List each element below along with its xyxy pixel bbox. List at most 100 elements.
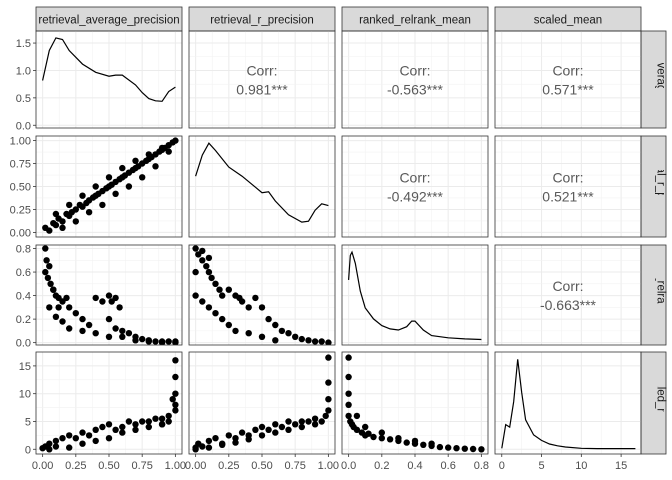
- scatter-point: [85, 432, 93, 439]
- scatter-point: [108, 298, 115, 305]
- y-tick-label: 5: [25, 416, 31, 428]
- scatter-point: [238, 429, 246, 436]
- scatter-point: [92, 437, 99, 445]
- scatter-point: [72, 218, 80, 225]
- right-strip-box: [640, 244, 667, 346]
- top-strip-label: scaled_mean: [534, 15, 602, 27]
- scatter-point: [79, 440, 86, 447]
- scatter-point: [92, 426, 99, 433]
- scatter-point: [298, 418, 305, 425]
- top-strip-2: ranked_relrank_mean: [341, 6, 489, 32]
- panel-r0-c2: Corr: -0.563***: [341, 30, 489, 129]
- x-tick-label: 0.25: [65, 460, 86, 472]
- panel-border: [188, 244, 336, 346]
- corr-label: Corr:: [552, 170, 583, 186]
- x-tick-label: 0.25: [218, 460, 239, 472]
- scatter-point: [112, 190, 119, 197]
- scatter-point: [258, 432, 266, 439]
- scatter-point: [46, 446, 53, 453]
- scatter-point: [395, 435, 402, 442]
- panel-border: [341, 135, 489, 238]
- scatter-point: [52, 313, 60, 320]
- scatter-point: [318, 338, 325, 345]
- y-tick-label: 0.75: [10, 159, 31, 171]
- scatter-point: [42, 245, 49, 252]
- panel-border: [494, 135, 642, 238]
- scatter-point: [125, 330, 133, 337]
- panel-r0-c3: Corr: 0.571***: [494, 30, 642, 129]
- scatter-point: [345, 412, 352, 420]
- scatter-point: [66, 432, 73, 439]
- scatter-point: [139, 335, 146, 343]
- x-tick-label: 0.50: [251, 460, 272, 472]
- top-strip-3: scaled_mean: [494, 6, 642, 32]
- scatter-point: [99, 201, 106, 209]
- panel-border: [188, 135, 336, 238]
- scatter-point: [265, 315, 272, 323]
- scatter-point: [219, 441, 226, 448]
- scatter-point: [119, 429, 126, 436]
- scatter-point: [232, 327, 239, 335]
- scatter-point: [212, 435, 219, 442]
- scatter-point: [469, 445, 477, 453]
- panel-border: [494, 30, 642, 129]
- scatter-point: [172, 407, 179, 414]
- scatter-point: [52, 437, 60, 445]
- top-strip-1: retrieval_r_precision: [188, 6, 336, 32]
- scatter-point: [165, 148, 172, 155]
- x-tick-label: 0.0: [341, 460, 356, 472]
- scatter-point: [252, 294, 259, 302]
- panel-r1-c0: 0.00 0.25 0.50 0.75 1.00: [10, 136, 183, 239]
- density-line: [501, 359, 636, 450]
- x-tick-label: 0.50: [98, 460, 119, 472]
- scatter-point: [305, 337, 312, 344]
- scatter-point: [158, 421, 166, 428]
- panel-border: [188, 30, 336, 129]
- x-tick-label: 0.00: [185, 460, 206, 472]
- scatter-point: [199, 298, 206, 305]
- scatter-point: [42, 268, 49, 276]
- scatter-point: [46, 227, 53, 234]
- panel-r3-c2: 0.0 0.2 0.4 0.6 0.8: [341, 351, 489, 472]
- right-strip-0: retrieval_average_precision: [640, 30, 667, 129]
- scatter-point: [66, 325, 73, 332]
- scatter-point: [205, 254, 213, 262]
- scatter-point: [345, 373, 352, 381]
- scatter-point: [345, 390, 352, 397]
- scatter-point: [44, 274, 52, 282]
- scatter-point: [212, 280, 219, 287]
- scatter-point: [292, 421, 299, 428]
- scatter-point: [105, 435, 113, 442]
- scatter-point: [265, 426, 272, 433]
- scatter-point: [252, 426, 259, 433]
- scatter-point: [345, 354, 352, 361]
- scatter-point: [445, 444, 452, 451]
- scatter-point: [116, 304, 123, 311]
- scatter-point: [325, 379, 332, 386]
- scatter-point: [362, 423, 369, 431]
- y-tick-label: 1.0: [16, 65, 31, 77]
- x-tick-label: 0.00: [32, 460, 53, 472]
- right-strip-label: ranked_relrank_mean: [655, 239, 667, 351]
- y-tick-label: 0.25: [10, 204, 31, 216]
- scatter-point: [216, 286, 223, 293]
- scatter-point: [79, 327, 86, 335]
- panel-r1-c1: [188, 135, 336, 238]
- scatter-point: [66, 201, 73, 209]
- right-strip-1: retrieval_r_precision: [640, 135, 667, 238]
- x-tick-label: 0.2: [374, 460, 389, 472]
- right-strip-box: [640, 30, 667, 129]
- y-tick-label: 1.5: [16, 38, 31, 50]
- scatter-point: [245, 436, 252, 443]
- panel-r1-c3: Corr: 0.521***: [494, 135, 642, 238]
- corr-label: Corr:: [399, 170, 430, 186]
- scatter-point: [203, 263, 210, 270]
- scatter-point: [208, 274, 215, 282]
- top-strip-0: retrieval_average_precision: [35, 6, 183, 32]
- scatter-point: [132, 157, 139, 164]
- scatter-point: [72, 310, 80, 317]
- scatter-point: [205, 437, 213, 445]
- panel-r3-c3: 0 5 10 15: [494, 351, 642, 472]
- x-tick-label: 0: [499, 460, 505, 472]
- corr-label: Corr:: [246, 63, 277, 79]
